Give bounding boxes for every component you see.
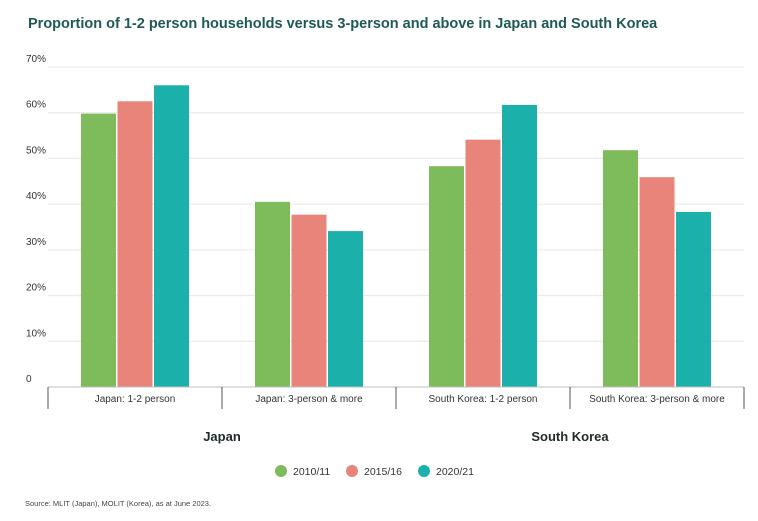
y-tick-label: 40% bbox=[26, 191, 46, 202]
y-tick-label: 10% bbox=[26, 328, 46, 339]
legend-label: 2015/16 bbox=[364, 466, 402, 478]
bar bbox=[676, 211, 711, 387]
legend-label: 2010/11 bbox=[293, 466, 330, 478]
group-labels: Japan South Korea bbox=[203, 429, 609, 444]
legend-label: 2020/21 bbox=[436, 466, 474, 478]
y-axis-ticks: 0 10% 20% 30% 40% 50% 60% 70% bbox=[26, 54, 46, 385]
x-tick-label: Japan: 3-person & more bbox=[255, 394, 363, 405]
bar bbox=[603, 150, 638, 387]
bar bbox=[465, 139, 501, 387]
bar bbox=[429, 166, 464, 387]
bars bbox=[81, 85, 711, 388]
y-tick-label: 60% bbox=[26, 100, 46, 111]
x-tick-label: Japan: 1-2 person bbox=[95, 394, 176, 405]
legend-swatch bbox=[275, 465, 287, 477]
legend-swatch bbox=[346, 465, 358, 477]
bar bbox=[291, 214, 327, 387]
y-tick-label: 50% bbox=[26, 145, 46, 156]
bar bbox=[328, 231, 363, 387]
legend-swatch bbox=[418, 465, 430, 477]
bar bbox=[81, 113, 116, 387]
y-tick-label: 70% bbox=[26, 54, 46, 65]
source-note: Source: MLIT (Japan), MOLIT (Korea), as … bbox=[25, 499, 212, 508]
y-tick-label: 30% bbox=[26, 237, 46, 248]
bar bbox=[502, 104, 537, 387]
bar bbox=[117, 101, 153, 388]
y-tick-label: 0 bbox=[26, 374, 32, 385]
bar bbox=[154, 85, 189, 388]
group-label: South Korea bbox=[531, 429, 609, 444]
bar bbox=[255, 201, 290, 387]
group-label: Japan bbox=[203, 429, 241, 444]
x-tick-label: South Korea: 1-2 person bbox=[429, 394, 538, 405]
x-axis: Japan: 1-2 person Japan: 3-person & more S… bbox=[47, 386, 745, 409]
bar bbox=[639, 177, 675, 387]
legend: 2010/11 2015/16 2020/21 bbox=[275, 465, 474, 478]
y-tick-label: 20% bbox=[26, 283, 46, 294]
chart-title: Proportion of 1-2 person households vers… bbox=[28, 16, 658, 32]
x-tick-label: South Korea: 3-person & more bbox=[589, 394, 725, 405]
